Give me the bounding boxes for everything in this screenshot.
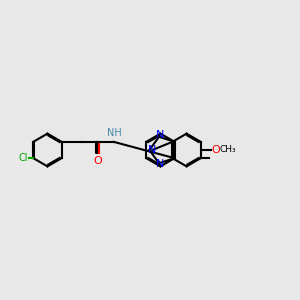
Text: NH: NH bbox=[107, 128, 122, 138]
Text: CH₃: CH₃ bbox=[220, 146, 236, 154]
Text: Cl: Cl bbox=[19, 153, 28, 163]
Text: O: O bbox=[212, 145, 220, 155]
Text: N: N bbox=[148, 145, 156, 155]
Text: N: N bbox=[156, 130, 164, 140]
Text: O: O bbox=[93, 156, 102, 166]
Text: N: N bbox=[156, 159, 164, 170]
